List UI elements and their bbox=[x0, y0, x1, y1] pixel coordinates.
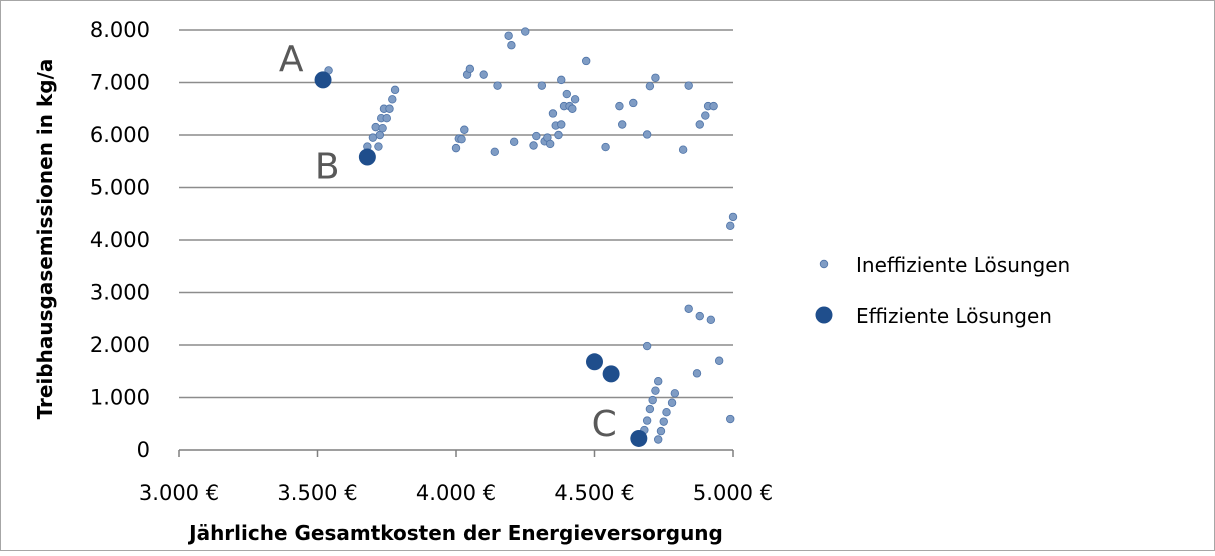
ineffiziente-loesung-point bbox=[490, 147, 499, 156]
x-tick-label: 4.000 € bbox=[416, 481, 496, 505]
ineffiziente-loesung-point bbox=[662, 408, 671, 417]
ineffiziente-loesung-point bbox=[684, 304, 693, 313]
legend: Ineffiziente Lösungen Effiziente Lösungen bbox=[815, 253, 1070, 328]
legend-marker-effizient bbox=[815, 306, 833, 324]
ineffiziente-loesung-point bbox=[548, 109, 558, 118]
ineffiziente-loesung-point bbox=[504, 31, 513, 40]
axes: 0 1.000 2.000 3.000 4.000 5.000 6.000 7.000 8.00… bbox=[90, 18, 773, 505]
x-tick-label: 3.500 € bbox=[277, 481, 357, 505]
ineffiziente-loesung-point bbox=[706, 315, 716, 324]
effiziente-loesung-point bbox=[630, 429, 648, 447]
ineffiziente-loesung-point bbox=[378, 123, 387, 133]
ineffiziente-loesung-point bbox=[537, 81, 547, 90]
legend-label-ineffizient: Ineffiziente Lösungen bbox=[856, 253, 1070, 277]
ineffiziente-loesung-point bbox=[460, 125, 469, 134]
ineffiziente-loesung-point bbox=[695, 120, 704, 129]
ineffiziente-loesung-point bbox=[618, 120, 627, 129]
y-tick-label: 3.000 bbox=[90, 281, 150, 305]
y-axis-title: Treibhausgasemissionen in kg/a bbox=[33, 59, 57, 420]
point-annotation: A bbox=[279, 39, 304, 80]
ineffiziente-loesung-point bbox=[659, 417, 668, 426]
ineffiziente-loesung-point bbox=[570, 95, 580, 104]
data-points bbox=[314, 27, 738, 447]
x-tick-label: 5.000 € bbox=[693, 481, 773, 505]
ineffiziente-loesung-point bbox=[368, 133, 378, 142]
ineffiziente-loesung-point bbox=[648, 395, 657, 405]
ineffiziente-loesung-point bbox=[678, 145, 688, 154]
ineffiziente-loesung-point bbox=[670, 389, 680, 398]
point-annotation: C bbox=[592, 404, 617, 445]
ineffiziente-loesung-point bbox=[667, 398, 677, 407]
legend-marker-ineffizient bbox=[819, 259, 829, 269]
ineffiziente-loesung-point bbox=[507, 41, 516, 50]
y-tick-label: 5.000 bbox=[90, 176, 150, 200]
ineffiziente-loesung-point bbox=[701, 111, 710, 120]
ineffiziente-loesung-point bbox=[601, 142, 610, 152]
x-axis-title: Jährliche Gesamtkosten der Energieversor… bbox=[187, 521, 723, 545]
effiziente-loesung-point bbox=[314, 71, 332, 89]
ineffiziente-loesung-point bbox=[385, 104, 394, 113]
annotations: A B C bbox=[279, 39, 617, 445]
ineffiziente-loesung-point bbox=[374, 142, 383, 151]
ineffiziente-loesung-point bbox=[457, 134, 466, 144]
ineffiziente-loesung-point bbox=[726, 221, 735, 231]
y-tick-label: 2.000 bbox=[90, 333, 150, 357]
ineffiziente-loesung-point bbox=[382, 113, 391, 123]
ineffiziente-loesung-point bbox=[645, 404, 655, 414]
ineffiziente-loesung-point bbox=[554, 130, 563, 140]
effiziente-loesung-point bbox=[602, 365, 620, 383]
ineffiziente-loesung-point bbox=[562, 89, 571, 99]
ineffiziente-loesung-point bbox=[493, 81, 502, 90]
ineffiziente-loesung-point bbox=[545, 139, 555, 149]
legend-label-effizient: Effiziente Lösungen bbox=[856, 304, 1052, 328]
ineffiziente-loesung-point bbox=[651, 73, 660, 82]
ineffiziente-loesung-point bbox=[642, 130, 652, 139]
ineffiziente-loesung-point bbox=[568, 104, 577, 113]
ineffiziente-loesung-point bbox=[684, 81, 693, 90]
y-tick-label: 1.000 bbox=[90, 386, 150, 410]
x-tick-label: 4.500 € bbox=[554, 481, 634, 505]
ineffiziente-loesung-point bbox=[645, 81, 655, 91]
y-tick-label: 4.000 bbox=[90, 228, 150, 252]
ineffiziente-loesung-point bbox=[651, 386, 660, 395]
y-tick-label: 6.000 bbox=[90, 123, 150, 147]
ineffiziente-loesung-point bbox=[642, 416, 652, 425]
ineffiziente-loesung-point bbox=[451, 143, 461, 153]
ineffiziente-loesung-point bbox=[656, 426, 666, 436]
ineffiziente-loesung-point bbox=[629, 98, 638, 108]
y-tick-label: 8.000 bbox=[90, 18, 150, 42]
ineffiziente-loesung-point bbox=[529, 141, 538, 150]
ineffiziente-loesung-point bbox=[390, 85, 400, 95]
ineffiziente-loesung-point bbox=[615, 101, 624, 111]
x-tick-label: 3.000 € bbox=[139, 481, 219, 505]
ineffiziente-loesung-point bbox=[695, 311, 704, 321]
ineffiziente-loesung-point bbox=[557, 75, 566, 85]
ineffiziente-loesung-point bbox=[726, 414, 735, 424]
gridlines bbox=[179, 29, 733, 399]
ineffiziente-loesung-point bbox=[557, 120, 566, 129]
ineffiziente-loesung-point bbox=[388, 95, 397, 104]
point-annotation: B bbox=[315, 147, 340, 188]
ineffiziente-loesung-point bbox=[709, 101, 718, 111]
ineffiziente-loesung-point bbox=[654, 377, 663, 386]
ineffiziente-loesung-point bbox=[728, 212, 738, 222]
y-tick-label: 7.000 bbox=[90, 71, 150, 95]
ineffiziente-loesung-point bbox=[714, 356, 724, 365]
y-tick-label: 0 bbox=[137, 438, 150, 462]
effiziente-loesung-point bbox=[586, 353, 603, 371]
ineffiziente-loesung-point bbox=[692, 369, 702, 378]
ineffiziente-loesung-point bbox=[371, 122, 380, 132]
ineffiziente-loesung-point bbox=[479, 70, 488, 79]
ineffiziente-loesung-point bbox=[581, 56, 591, 66]
ineffiziente-loesung-point bbox=[521, 27, 530, 36]
ineffiziente-loesung-point bbox=[532, 131, 541, 141]
ineffiziente-loesung-point bbox=[642, 341, 652, 351]
effiziente-loesung-point bbox=[358, 148, 376, 166]
ineffiziente-loesung-point bbox=[465, 64, 475, 74]
ineffiziente-loesung-point bbox=[509, 137, 519, 147]
ineffiziente-loesung-point bbox=[654, 435, 663, 444]
